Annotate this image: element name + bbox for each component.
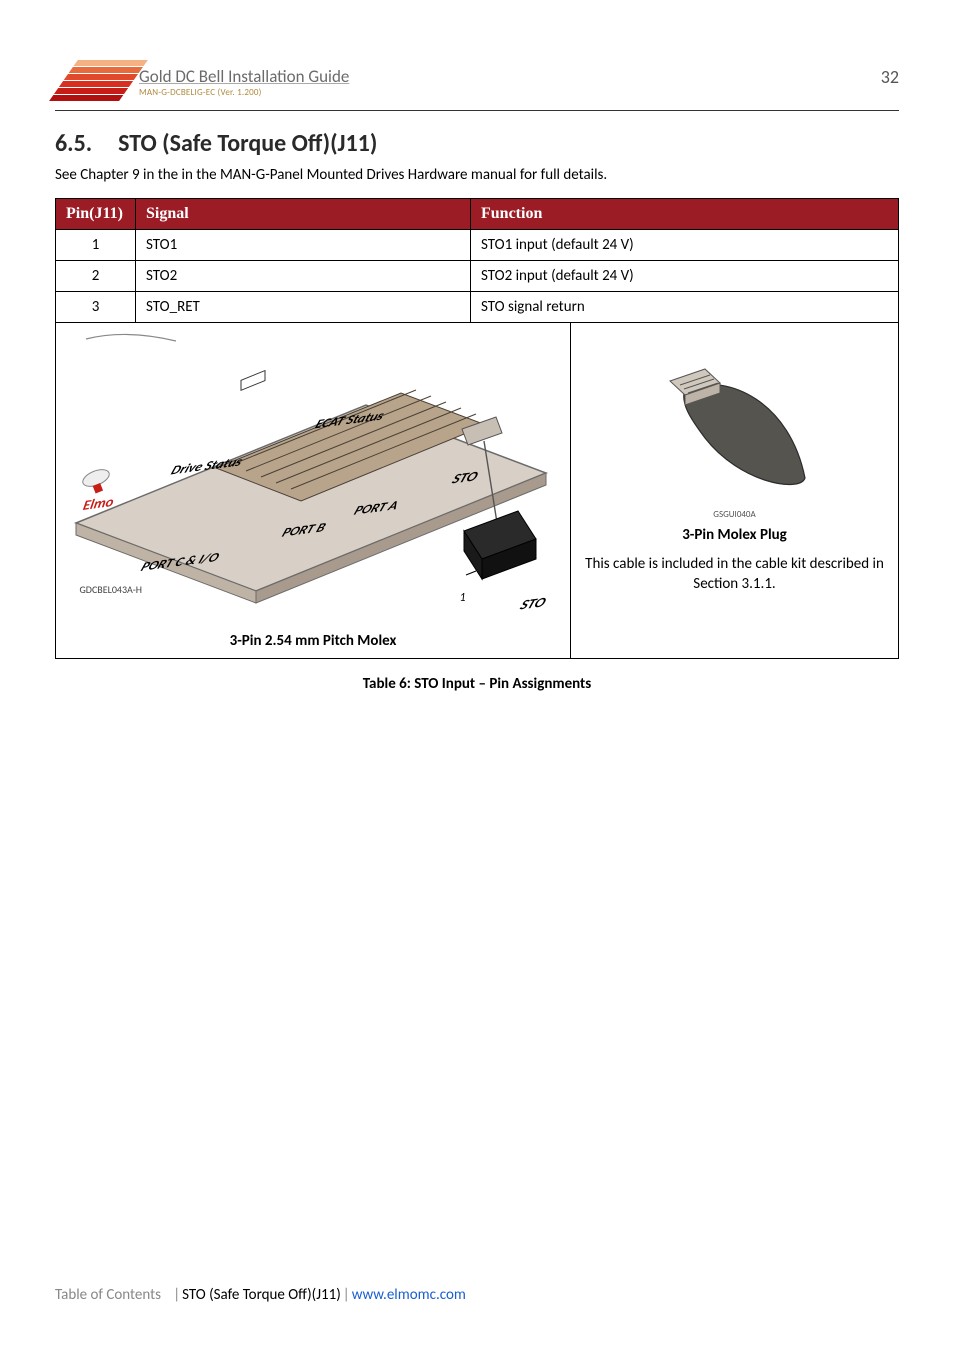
cell-pin: 3 <box>56 292 136 323</box>
footer-crumb: STO (Safe Torque Off)(J11) <box>182 1286 341 1304</box>
figure-board: Elmo Drive Status ECAT Status PORT A POR… <box>56 323 571 658</box>
footer-link[interactable]: www.elmomc.com <box>352 1286 466 1304</box>
table-row: 3 STO_RET STO signal return <box>56 292 899 323</box>
cell-function: STO1 input (default 24 V) <box>471 230 899 261</box>
section-heading: 6.5. STO (Safe Torque Off)(J11) <box>55 129 899 158</box>
cell-signal: STO2 <box>136 261 471 292</box>
table-caption: Table 6: STO Input – Pin Assignments <box>55 675 899 693</box>
footer-toc[interactable]: Table of Contents <box>55 1286 161 1304</box>
figure-ref-right: GSGUI040A <box>713 509 755 520</box>
plug-title: 3-Pin Molex Plug <box>682 526 787 544</box>
label-pin1: 1 <box>460 591 466 605</box>
figure-ref-left: GDCBEL043A-H <box>80 583 143 596</box>
plug-desc: This cable is included in the cable kit … <box>583 554 886 595</box>
page-footer: Table of Contents |STO (Safe Torque Off)… <box>55 1286 466 1304</box>
col-pin: Pin(J11) <box>56 199 136 230</box>
cell-pin: 2 <box>56 261 136 292</box>
figure-cable: GSGUI040A 3-Pin Molex Plug This cable is… <box>571 323 898 658</box>
table-row: 1 STO1 STO1 input (default 24 V) <box>56 230 899 261</box>
elmo-stripes-logo <box>44 60 148 108</box>
cell-pin: 1 <box>56 230 136 261</box>
doc-title: Gold DC Bell Installation Guide <box>139 66 899 87</box>
figure-left-caption: 3-Pin 2.54 mm Pitch Molex <box>64 632 562 650</box>
doc-subtitle: MAN-G-DCBELIG-EC (Ver. 1.200) <box>139 87 899 98</box>
page-number: 32 <box>881 66 899 88</box>
cell-function: STO signal return <box>471 292 899 323</box>
section-number: 6.5. <box>55 129 92 158</box>
table-header-row: Pin(J11) Signal Function <box>56 199 899 230</box>
cell-signal: STO1 <box>136 230 471 261</box>
sto-pin-table: Pin(J11) Signal Function 1 STO1 STO1 inp… <box>55 198 899 323</box>
cell-signal: STO_RET <box>136 292 471 323</box>
section-intro: See Chapter 9 in the in the MAN-G-Panel … <box>55 166 899 184</box>
figure-row: Elmo Drive Status ECAT Status PORT A POR… <box>55 323 899 659</box>
col-function: Function <box>471 199 899 230</box>
page-header: Gold DC Bell Installation Guide MAN-G-DC… <box>55 60 899 111</box>
cell-function: STO2 input (default 24 V) <box>471 261 899 292</box>
table-row: 2 STO2 STO2 input (default 24 V) <box>56 261 899 292</box>
section-title: STO (Safe Torque Off)(J11) <box>118 129 377 158</box>
col-signal: Signal <box>136 199 471 230</box>
cable-svg <box>650 363 820 513</box>
